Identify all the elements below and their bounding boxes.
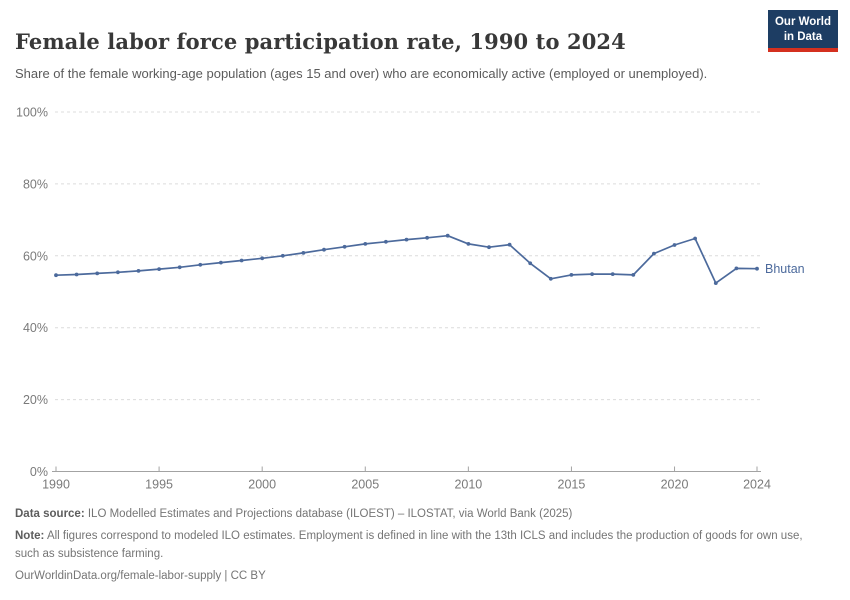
data-point-marker[interactable]: [507, 242, 512, 247]
data-point-marker[interactable]: [610, 272, 615, 276]
x-axis-tick-label: 2005: [351, 478, 379, 492]
data-point-marker[interactable]: [198, 262, 203, 267]
data-point-marker[interactable]: [404, 237, 409, 242]
data-point-marker[interactable]: [734, 266, 739, 271]
data-point-marker[interactable]: [631, 273, 636, 277]
data-source-label: Data source:: [15, 508, 85, 520]
data-point-marker[interactable]: [219, 260, 223, 265]
data-point-marker[interactable]: [755, 266, 759, 271]
data-point-marker[interactable]: [177, 265, 182, 270]
data-point-marker[interactable]: [652, 251, 656, 256]
data-point-marker[interactable]: [425, 235, 429, 240]
chart-footer: Data source: ILO Modelled Estimates and …: [15, 506, 805, 590]
owid-logo[interactable]: Our World in Data: [767, 10, 838, 52]
y-axis-tick-label: 0%: [30, 465, 48, 479]
data-point-marker[interactable]: [280, 253, 285, 258]
data-point-marker[interactable]: [363, 242, 368, 246]
data-point-marker[interactable]: [569, 273, 574, 277]
chart-subtitle: Share of the female working-age populati…: [15, 66, 708, 81]
note-line: Note: All figures correspond to modeled …: [15, 528, 805, 563]
data-point-marker[interactable]: [95, 271, 100, 276]
data-point-marker[interactable]: [693, 236, 697, 241]
series-line[interactable]: [55, 234, 758, 284]
permalink-link[interactable]: OurWorldinData.org/female-labor-supply |…: [15, 569, 266, 582]
data-point-marker[interactable]: [590, 272, 594, 276]
y-axis-tick-label: 100%: [16, 106, 48, 120]
y-axis-tick-label: 40%: [23, 321, 48, 335]
data-point-marker[interactable]: [548, 276, 553, 281]
data-point-marker[interactable]: [157, 267, 162, 271]
note-text: All figures correspond to modeled ILO es…: [15, 530, 803, 560]
x-axis-tick-label: 2015: [558, 478, 586, 492]
data-point-marker[interactable]: [445, 233, 450, 238]
data-point-marker[interactable]: [322, 247, 326, 252]
data-point-marker[interactable]: [342, 244, 347, 249]
data-point-marker[interactable]: [260, 256, 265, 261]
data-point-marker[interactable]: [54, 273, 58, 278]
owid-logo-line2: in Data: [783, 30, 823, 43]
x-axis-tick-label: 2010: [454, 478, 482, 492]
series-end-label[interactable]: Bhutan: [765, 262, 805, 276]
data-source-line: Data source: ILO Modelled Estimates and …: [15, 506, 805, 523]
data-point-marker[interactable]: [74, 272, 79, 277]
data-point-marker[interactable]: [239, 258, 244, 263]
data-point-marker[interactable]: [528, 261, 533, 266]
data-point-marker[interactable]: [136, 269, 141, 273]
x-axis-tick-label: 1990: [42, 478, 70, 492]
data-point-marker[interactable]: [672, 243, 677, 247]
data-point-marker[interactable]: [301, 251, 306, 255]
page-title: Female labor force participation rate, 1…: [15, 29, 626, 55]
data-source-text: ILO Modelled Estimates and Projections d…: [84, 508, 573, 520]
data-point-marker[interactable]: [384, 239, 388, 244]
x-axis-tick-label: 2020: [661, 478, 689, 492]
data-point-marker[interactable]: [713, 281, 718, 285]
data-point-marker[interactable]: [487, 245, 491, 250]
y-axis-tick-label: 60%: [23, 249, 48, 263]
x-axis-tick-label: 2000: [248, 478, 276, 492]
owid-logo-line1: Our World: [774, 16, 831, 28]
data-point-marker[interactable]: [466, 242, 471, 246]
data-point-marker[interactable]: [116, 270, 120, 275]
y-axis-tick-label: 80%: [23, 177, 48, 191]
note-label: Note:: [15, 530, 45, 543]
x-axis-tick-label: 1995: [145, 478, 173, 492]
y-axis-tick-label: 20%: [23, 393, 48, 407]
x-axis-tick-label: 2024: [743, 478, 771, 492]
